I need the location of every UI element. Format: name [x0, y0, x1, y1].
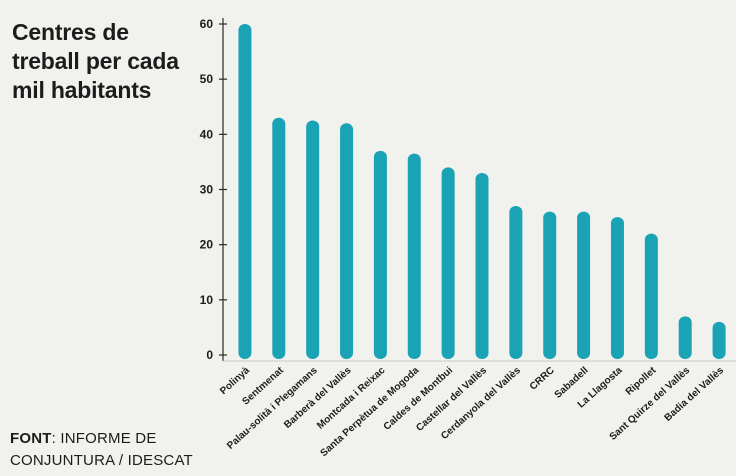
x-tick-label: Badia del Vallès [663, 365, 727, 424]
x-tick-label: CRRC [528, 365, 557, 393]
bar [373, 150, 387, 359]
bars [238, 24, 726, 360]
source-label: FONT [10, 430, 52, 447]
y-tick-label: 10 [200, 293, 214, 307]
chart-title: Centres de treball per cada mil habitant… [12, 19, 179, 103]
bar [543, 211, 557, 359]
bar [577, 211, 591, 359]
bar [306, 120, 320, 360]
y-tick-label: 30 [200, 183, 214, 197]
bar [678, 316, 692, 359]
source-line-1: : INFORME DE [51, 430, 157, 447]
bar [340, 123, 354, 359]
y-axis: 0 10 20 30 40 50 60 [200, 17, 736, 362]
bar [610, 217, 624, 359]
bar [644, 233, 658, 359]
y-tick-label: 60 [200, 17, 214, 31]
bar [238, 24, 252, 359]
y-tick-label: 50 [200, 72, 214, 86]
source-note: FONT: INFORME DE CONJUNTURA / IDESCAT [10, 428, 193, 472]
bar [272, 117, 286, 360]
bar [441, 167, 455, 359]
bar [475, 172, 489, 359]
source-line-2: CONJUNTURA / IDESCAT [10, 452, 193, 469]
y-tick-label: 20 [200, 238, 214, 252]
bar [712, 321, 726, 359]
y-tick-label: 0 [206, 348, 213, 362]
bar [407, 153, 421, 359]
y-tick-label: 40 [200, 127, 214, 141]
bar [509, 206, 523, 359]
